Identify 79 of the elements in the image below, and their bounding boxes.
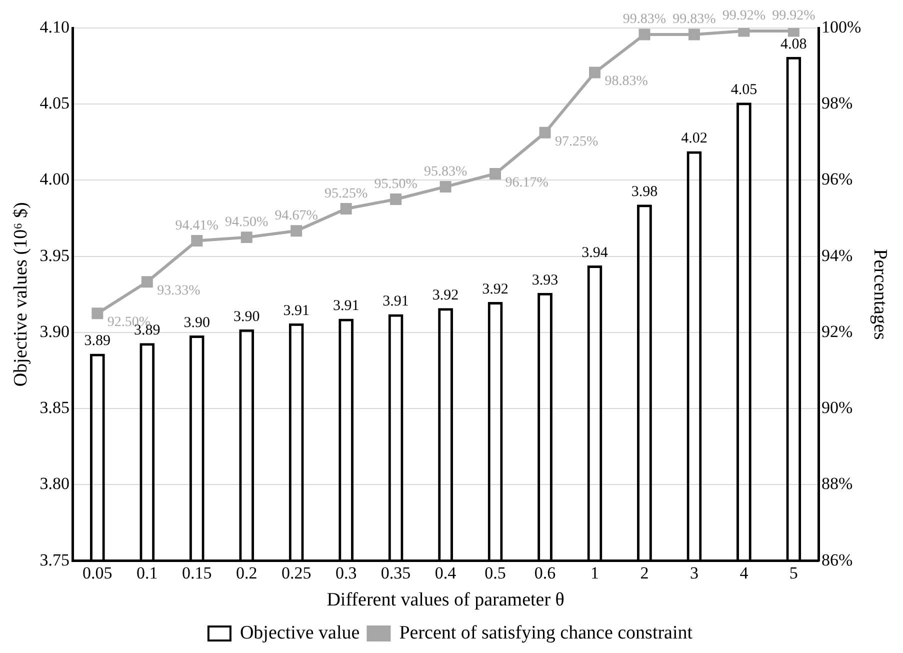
x-tick-label: 0.6 (534, 563, 556, 582)
data-label: 3.91 (332, 298, 360, 314)
y2-tick-label: 88% (822, 474, 853, 494)
y2-tick-label: 90% (822, 398, 853, 418)
x-tick-label: 0.3 (335, 563, 357, 582)
x-tick-label: 1 (590, 563, 599, 582)
point (490, 168, 502, 180)
x-tick-label: 0.05 (82, 563, 112, 582)
y-tick-label: 3.75 (40, 550, 70, 570)
point (191, 234, 203, 246)
y2-tick-label: 98% (822, 94, 853, 113)
point (92, 308, 104, 320)
point (788, 28, 800, 37)
y-tick-label: 3.85 (40, 398, 70, 418)
data-label: 4.08 (780, 36, 807, 52)
legend-label: Objective value (240, 622, 360, 644)
data-label: 97.25% (555, 134, 599, 150)
x-tick-label: 4 (740, 563, 749, 582)
data-label: 3.91 (283, 302, 310, 319)
data-label: 99.92% (772, 8, 816, 24)
data-label: 96.17% (505, 175, 549, 190)
data-label: 94.50% (225, 214, 269, 230)
data-label: 99.83% (672, 12, 716, 28)
y-tick-label: 3.95 (40, 246, 70, 265)
point (390, 194, 402, 205)
y2-tick-label: 96% (822, 170, 853, 189)
data-label: 95.83% (424, 164, 468, 180)
point (589, 66, 600, 78)
x-tick-label: 0.4 (434, 563, 457, 582)
x-tick-label: 0.35 (380, 563, 411, 582)
x-tick-label: 0.15 (182, 563, 212, 582)
y2-tick-label: 94% (822, 246, 853, 265)
data-label: 94.41% (175, 218, 219, 234)
data-label: 3.91 (382, 294, 409, 310)
data-label: 98.83% (604, 74, 648, 90)
data-label: 3.89 (84, 333, 111, 350)
point (539, 126, 551, 138)
point (141, 276, 153, 288)
x-axis-title: Different values of parameter θ (326, 590, 564, 611)
point (240, 232, 252, 244)
data-label: 4.05 (730, 82, 758, 98)
legend-label: Percent of satisfying chance constraint (399, 622, 694, 644)
y2-tick-label: 100% (822, 17, 862, 36)
x-tick-label: 0.2 (236, 563, 258, 582)
data-label: 99.83% (622, 12, 666, 28)
y-tick-label: 4.00 (40, 170, 70, 189)
point (688, 28, 700, 40)
data-label: 3.94 (582, 244, 608, 261)
data-label: 99.92% (722, 8, 766, 24)
point (290, 225, 302, 237)
data-label: 94.67% (274, 208, 318, 224)
data-label: 4.02 (681, 130, 708, 147)
x-tick-label: 5 (789, 563, 798, 582)
data-label: 95.50% (374, 176, 418, 192)
point (638, 28, 650, 40)
x-tick-label: 0.25 (281, 563, 312, 582)
y-tick-label: 4.05 (40, 94, 70, 113)
point (440, 180, 452, 192)
data-label: 93.33% (157, 284, 201, 299)
data-label: 3.93 (532, 272, 558, 288)
data-label: 3.90 (233, 308, 260, 325)
x-tick-label: 3 (690, 563, 698, 582)
x-tick-label: 0.1 (136, 563, 158, 582)
y-tick-label: 4.10 (40, 17, 70, 36)
y2-tick-label: 86% (822, 550, 853, 570)
data-label: 3.98 (631, 184, 658, 200)
point (340, 203, 352, 215)
x-tick-label: 2 (640, 563, 649, 582)
y2-axis-title: Percentages (870, 249, 891, 340)
data-label: 3.92 (482, 281, 508, 298)
y-tick-label: 3.80 (40, 474, 70, 494)
data-label: 95.25% (324, 186, 368, 202)
point (738, 28, 750, 37)
y-axis-title: Objective values (10⁶ $) (10, 202, 32, 387)
y2-tick-label: 92% (822, 322, 853, 341)
data-label: 3.92 (432, 288, 459, 304)
data-label: 3.90 (184, 314, 210, 331)
x-tick-label: 0.5 (484, 563, 506, 582)
y-tick-label: 3.90 (40, 322, 70, 341)
